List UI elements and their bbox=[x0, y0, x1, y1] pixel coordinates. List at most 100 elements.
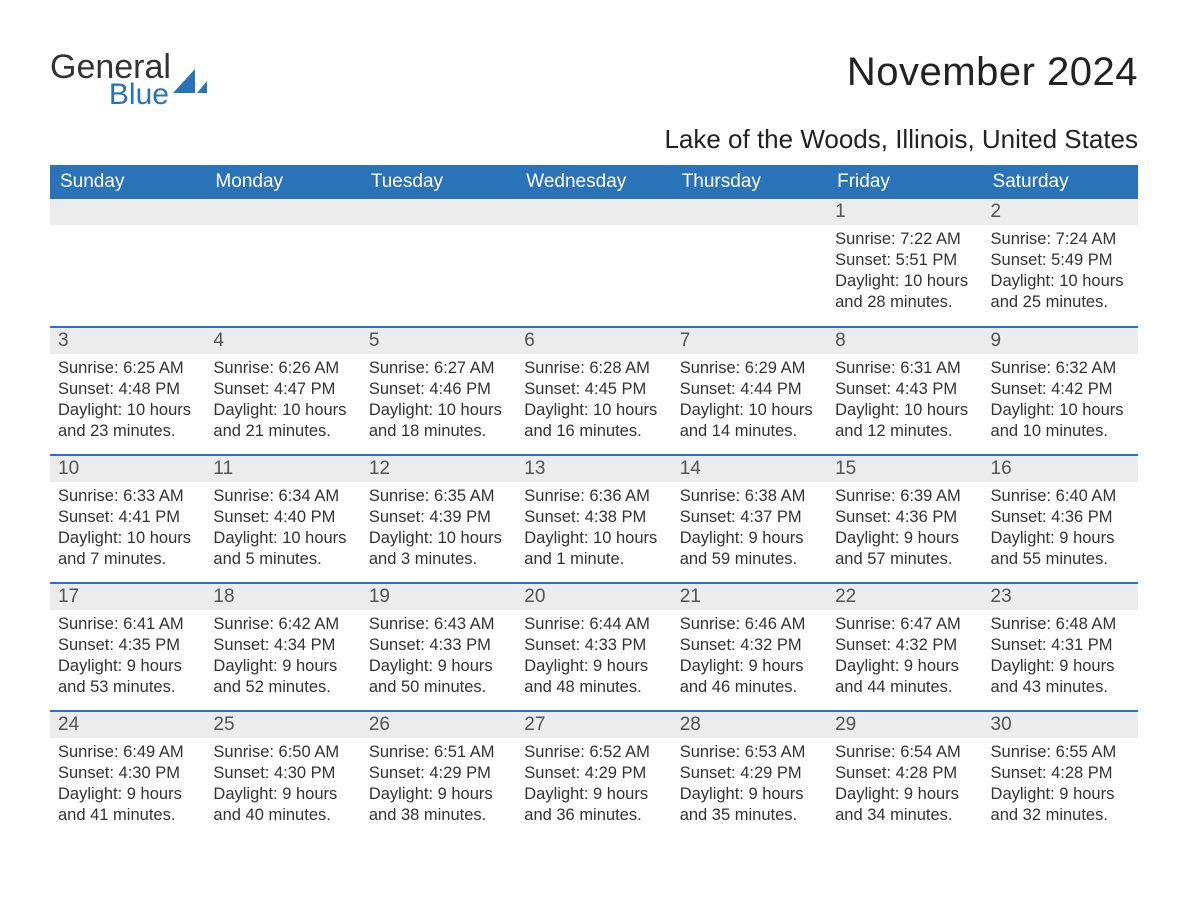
day-number: 20 bbox=[516, 584, 671, 610]
day-content: Sunrise: 6:33 AMSunset: 4:41 PMDaylight:… bbox=[50, 482, 205, 576]
calendar-empty-cell bbox=[50, 199, 205, 327]
day-content: Sunrise: 6:43 AMSunset: 4:33 PMDaylight:… bbox=[361, 610, 516, 704]
daylight-line: Daylight: 9 hours and 55 minutes. bbox=[991, 528, 1130, 570]
calendar-day-cell: 19Sunrise: 6:43 AMSunset: 4:33 PMDayligh… bbox=[361, 583, 516, 711]
daylight-line: Daylight: 10 hours and 23 minutes. bbox=[58, 400, 197, 442]
daylight-line: Daylight: 10 hours and 25 minutes. bbox=[991, 271, 1130, 313]
day-number: 7 bbox=[672, 328, 827, 354]
sunset-line: Sunset: 4:39 PM bbox=[369, 507, 508, 528]
day-content: Sunrise: 7:22 AMSunset: 5:51 PMDaylight:… bbox=[827, 225, 982, 319]
day-number: 12 bbox=[361, 456, 516, 482]
day-content: Sunrise: 6:50 AMSunset: 4:30 PMDaylight:… bbox=[205, 738, 360, 832]
daylight-line: Daylight: 9 hours and 32 minutes. bbox=[991, 784, 1130, 826]
sunrise-line: Sunrise: 6:27 AM bbox=[369, 358, 508, 379]
sunrise-line: Sunrise: 6:55 AM bbox=[991, 742, 1130, 763]
daylight-line: Daylight: 9 hours and 35 minutes. bbox=[680, 784, 819, 826]
day-content: Sunrise: 6:53 AMSunset: 4:29 PMDaylight:… bbox=[672, 738, 827, 832]
brand-word-2: Blue bbox=[50, 80, 171, 110]
day-number: 26 bbox=[361, 712, 516, 738]
sunset-line: Sunset: 4:36 PM bbox=[835, 507, 974, 528]
sunset-line: Sunset: 4:45 PM bbox=[524, 379, 663, 400]
sunset-line: Sunset: 4:38 PM bbox=[524, 507, 663, 528]
day-number: 13 bbox=[516, 456, 671, 482]
sunset-line: Sunset: 4:40 PM bbox=[213, 507, 352, 528]
daylight-line: Daylight: 10 hours and 1 minute. bbox=[524, 528, 663, 570]
weekday-header: Monday bbox=[205, 165, 360, 199]
daylight-line: Daylight: 10 hours and 28 minutes. bbox=[835, 271, 974, 313]
daylight-line: Daylight: 10 hours and 10 minutes. bbox=[991, 400, 1130, 442]
sunset-line: Sunset: 4:29 PM bbox=[524, 763, 663, 784]
sunrise-line: Sunrise: 7:22 AM bbox=[835, 229, 974, 250]
brand-logo: General Blue bbox=[50, 50, 207, 110]
day-content: Sunrise: 6:54 AMSunset: 4:28 PMDaylight:… bbox=[827, 738, 982, 832]
location-subtitle: Lake of the Woods, Illinois, United Stat… bbox=[50, 124, 1138, 155]
weekday-header: Sunday bbox=[50, 165, 205, 199]
day-number bbox=[361, 199, 516, 225]
sunrise-line: Sunrise: 6:50 AM bbox=[213, 742, 352, 763]
calendar-day-cell: 11Sunrise: 6:34 AMSunset: 4:40 PMDayligh… bbox=[205, 455, 360, 583]
calendar-day-cell: 27Sunrise: 6:52 AMSunset: 4:29 PMDayligh… bbox=[516, 711, 671, 839]
calendar-empty-cell bbox=[672, 199, 827, 327]
weekday-header: Saturday bbox=[983, 165, 1138, 199]
calendar-day-cell: 16Sunrise: 6:40 AMSunset: 4:36 PMDayligh… bbox=[983, 455, 1138, 583]
daylight-line: Daylight: 9 hours and 36 minutes. bbox=[524, 784, 663, 826]
day-content: Sunrise: 6:36 AMSunset: 4:38 PMDaylight:… bbox=[516, 482, 671, 576]
month-title: November 2024 bbox=[847, 50, 1138, 95]
daylight-line: Daylight: 9 hours and 41 minutes. bbox=[58, 784, 197, 826]
calendar-week-row: 3Sunrise: 6:25 AMSunset: 4:48 PMDaylight… bbox=[50, 327, 1138, 455]
calendar-day-cell: 1Sunrise: 7:22 AMSunset: 5:51 PMDaylight… bbox=[827, 199, 982, 327]
calendar-day-cell: 22Sunrise: 6:47 AMSunset: 4:32 PMDayligh… bbox=[827, 583, 982, 711]
day-number bbox=[516, 199, 671, 225]
calendar-day-cell: 3Sunrise: 6:25 AMSunset: 4:48 PMDaylight… bbox=[50, 327, 205, 455]
weekday-header: Tuesday bbox=[361, 165, 516, 199]
day-number: 10 bbox=[50, 456, 205, 482]
calendar-day-cell: 29Sunrise: 6:54 AMSunset: 4:28 PMDayligh… bbox=[827, 711, 982, 839]
sunset-line: Sunset: 4:29 PM bbox=[369, 763, 508, 784]
sunrise-line: Sunrise: 6:34 AM bbox=[213, 486, 352, 507]
day-number: 8 bbox=[827, 328, 982, 354]
sunset-line: Sunset: 4:43 PM bbox=[835, 379, 974, 400]
calendar-day-cell: 8Sunrise: 6:31 AMSunset: 4:43 PMDaylight… bbox=[827, 327, 982, 455]
sunrise-line: Sunrise: 6:35 AM bbox=[369, 486, 508, 507]
day-content: Sunrise: 6:28 AMSunset: 4:45 PMDaylight:… bbox=[516, 354, 671, 448]
day-number: 23 bbox=[983, 584, 1138, 610]
weekday-header: Friday bbox=[827, 165, 982, 199]
calendar-day-cell: 4Sunrise: 6:26 AMSunset: 4:47 PMDaylight… bbox=[205, 327, 360, 455]
daylight-line: Daylight: 9 hours and 59 minutes. bbox=[680, 528, 819, 570]
day-number: 19 bbox=[361, 584, 516, 610]
calendar-day-cell: 28Sunrise: 6:53 AMSunset: 4:29 PMDayligh… bbox=[672, 711, 827, 839]
sunset-line: Sunset: 4:44 PM bbox=[680, 379, 819, 400]
calendar-day-cell: 21Sunrise: 6:46 AMSunset: 4:32 PMDayligh… bbox=[672, 583, 827, 711]
daylight-line: Daylight: 10 hours and 7 minutes. bbox=[58, 528, 197, 570]
day-number: 30 bbox=[983, 712, 1138, 738]
daylight-line: Daylight: 10 hours and 14 minutes. bbox=[680, 400, 819, 442]
calendar-body: 1Sunrise: 7:22 AMSunset: 5:51 PMDaylight… bbox=[50, 199, 1138, 839]
calendar-week-row: 1Sunrise: 7:22 AMSunset: 5:51 PMDaylight… bbox=[50, 199, 1138, 327]
sunset-line: Sunset: 5:51 PM bbox=[835, 250, 974, 271]
sunset-line: Sunset: 4:47 PM bbox=[213, 379, 352, 400]
sunrise-line: Sunrise: 6:51 AM bbox=[369, 742, 508, 763]
day-content: Sunrise: 6:35 AMSunset: 4:39 PMDaylight:… bbox=[361, 482, 516, 576]
calendar-day-cell: 17Sunrise: 6:41 AMSunset: 4:35 PMDayligh… bbox=[50, 583, 205, 711]
sunrise-line: Sunrise: 6:39 AM bbox=[835, 486, 974, 507]
calendar-empty-cell bbox=[205, 199, 360, 327]
calendar-day-cell: 9Sunrise: 6:32 AMSunset: 4:42 PMDaylight… bbox=[983, 327, 1138, 455]
day-content: Sunrise: 6:34 AMSunset: 4:40 PMDaylight:… bbox=[205, 482, 360, 576]
day-content: Sunrise: 6:47 AMSunset: 4:32 PMDaylight:… bbox=[827, 610, 982, 704]
daylight-line: Daylight: 9 hours and 57 minutes. bbox=[835, 528, 974, 570]
sunrise-line: Sunrise: 6:29 AM bbox=[680, 358, 819, 379]
day-number: 1 bbox=[827, 199, 982, 225]
daylight-line: Daylight: 10 hours and 18 minutes. bbox=[369, 400, 508, 442]
sunrise-line: Sunrise: 6:25 AM bbox=[58, 358, 197, 379]
day-number: 4 bbox=[205, 328, 360, 354]
calendar-day-cell: 20Sunrise: 6:44 AMSunset: 4:33 PMDayligh… bbox=[516, 583, 671, 711]
weekday-header: Wednesday bbox=[516, 165, 671, 199]
calendar-day-cell: 10Sunrise: 6:33 AMSunset: 4:41 PMDayligh… bbox=[50, 455, 205, 583]
weekday-header-row: SundayMondayTuesdayWednesdayThursdayFrid… bbox=[50, 165, 1138, 199]
sunset-line: Sunset: 4:37 PM bbox=[680, 507, 819, 528]
day-content: Sunrise: 6:51 AMSunset: 4:29 PMDaylight:… bbox=[361, 738, 516, 832]
calendar-day-cell: 30Sunrise: 6:55 AMSunset: 4:28 PMDayligh… bbox=[983, 711, 1138, 839]
calendar-day-cell: 18Sunrise: 6:42 AMSunset: 4:34 PMDayligh… bbox=[205, 583, 360, 711]
day-number: 16 bbox=[983, 456, 1138, 482]
day-number bbox=[50, 199, 205, 225]
